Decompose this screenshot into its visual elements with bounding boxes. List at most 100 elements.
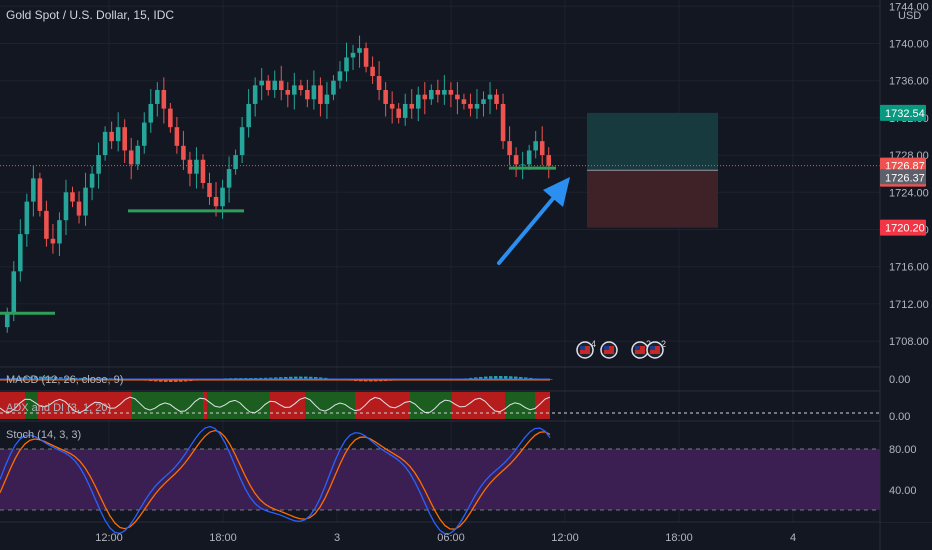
candle-body (220, 187, 225, 207)
macd-histogram-bar (34, 376, 38, 379)
adx-pane[interactable] (0, 392, 880, 419)
entry-price-tag (880, 169, 926, 185)
macd-histogram-bar (59, 377, 63, 379)
candle-body (226, 169, 232, 188)
candle-body (141, 122, 147, 146)
stoch-upper-value: 80.00 (889, 444, 917, 456)
macd-histogram-bar (29, 376, 33, 379)
us-flag-icon: 4 (576, 339, 596, 359)
candle-body (370, 66, 375, 77)
candle-body (435, 90, 441, 95)
candle-body (44, 210, 49, 239)
candle-body (115, 127, 121, 142)
time-tick-label: 3 (334, 532, 340, 544)
candle-body (272, 80, 278, 90)
us-flag-icon (600, 341, 618, 359)
candle-body (181, 145, 186, 160)
candle-body (278, 80, 284, 90)
candle-body (128, 150, 134, 165)
macd-histogram-bar (319, 377, 323, 379)
macd-histogram-bar (514, 376, 518, 379)
candle-body (161, 90, 167, 109)
adx-label[interactable]: ADX and DI (3, 1, 20) (6, 402, 111, 414)
candle-body (135, 145, 141, 165)
flag-canton (635, 346, 640, 350)
target-zone[interactable] (587, 112, 718, 171)
entry-price-tag-text: 1726.37 (885, 172, 925, 184)
candle-body (350, 52, 356, 58)
macd-histogram-bar (44, 376, 48, 379)
arrow-head (543, 177, 570, 207)
stop-zone[interactable] (587, 170, 718, 228)
adx-block (38, 392, 132, 419)
macd-histogram-bar (24, 377, 28, 379)
candle-body (96, 155, 101, 174)
macd-histogram-bar (304, 376, 308, 379)
macd-label[interactable]: MACD (12, 26, close, 9) (6, 374, 123, 386)
candle-body (311, 85, 317, 100)
candle-body (155, 90, 160, 104)
candle-body (76, 201, 82, 216)
macd-zero-value: 0.00 (889, 374, 910, 386)
candle-body (500, 103, 506, 142)
time-axis[interactable]: 12:00 18:00 3 06:00 12:00 18:00 4 (95, 532, 796, 544)
adx-block (452, 392, 505, 419)
macd-histogram-bar (289, 376, 293, 379)
macd-histogram-bar (84, 377, 88, 379)
adx-block (355, 392, 410, 419)
candle-body (513, 155, 519, 165)
support-lines[interactable] (0, 166, 556, 315)
candle-body (194, 159, 199, 174)
candle-body (89, 173, 95, 188)
time-tick-label: 18:00 (209, 532, 237, 544)
adx-block (305, 392, 355, 419)
candle-body (31, 178, 36, 202)
candle-body (239, 127, 245, 156)
macd-histogram-bar (494, 376, 498, 379)
macd-histogram-bar (474, 377, 478, 379)
macd-histogram-bar (39, 376, 43, 379)
candle-body (298, 85, 304, 90)
candle-body (494, 94, 499, 104)
macd-histogram-bar (254, 377, 258, 379)
candle-body (168, 108, 173, 128)
candle-body (422, 94, 428, 100)
macd-histogram-bar (549, 379, 553, 380)
macd-histogram-bar (69, 377, 73, 379)
candle-body (526, 150, 532, 165)
time-tick-label: 12:00 (95, 532, 123, 544)
candle-body (148, 103, 154, 123)
stoch-label[interactable]: Stoch (14, 3, 3) (6, 429, 81, 441)
macd-pane[interactable] (0, 376, 553, 382)
time-tick-label: 18:00 (665, 532, 693, 544)
price-tick-label: 1724.00 (889, 187, 929, 199)
candle-body (207, 183, 212, 197)
candle-body (344, 57, 349, 72)
price-tick-label: 1736.00 (889, 76, 929, 88)
stoch-pane[interactable] (0, 425, 880, 535)
flag-canton (604, 346, 609, 350)
macd-histogram-bar (19, 377, 23, 379)
risk-reward-zones[interactable] (587, 112, 718, 228)
event-count: 2 (646, 339, 651, 349)
macd-histogram-bar (49, 376, 53, 379)
macd-histogram-bar (294, 376, 298, 379)
arrow-shaft (497, 193, 558, 265)
macd-histogram-bar (529, 377, 533, 379)
macd-histogram-bar (489, 376, 493, 379)
stoch-d-line (0, 429, 551, 530)
candle-body (37, 178, 43, 211)
macd-histogram-bar (509, 376, 513, 379)
candle-body (252, 85, 258, 104)
arrow-icon[interactable] (497, 177, 570, 265)
stoch-lower-value: 40.00 (889, 485, 917, 497)
macd-histogram-bar (269, 377, 273, 379)
candles[interactable] (4, 35, 552, 333)
candle-body (474, 103, 480, 109)
macd-histogram-bar (274, 377, 278, 379)
time-tick-label: 4 (790, 532, 796, 544)
macd-histogram-bar (484, 376, 488, 379)
